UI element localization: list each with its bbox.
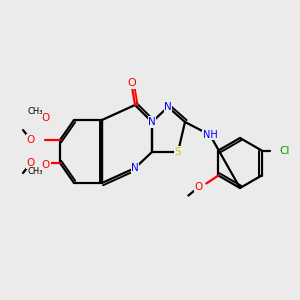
Text: NH: NH	[202, 130, 217, 140]
Text: CH₃: CH₃	[27, 107, 43, 116]
Text: O: O	[27, 135, 35, 145]
Text: CH₃: CH₃	[27, 167, 43, 176]
Text: O: O	[42, 160, 50, 170]
Text: Cl: Cl	[280, 146, 290, 155]
Text: O: O	[128, 78, 136, 88]
Text: S: S	[175, 147, 181, 157]
Text: O: O	[27, 158, 35, 168]
Text: N: N	[131, 163, 139, 173]
Text: O: O	[194, 182, 202, 193]
Text: N: N	[164, 102, 172, 112]
Text: O: O	[42, 113, 50, 123]
Text: N: N	[148, 117, 156, 127]
